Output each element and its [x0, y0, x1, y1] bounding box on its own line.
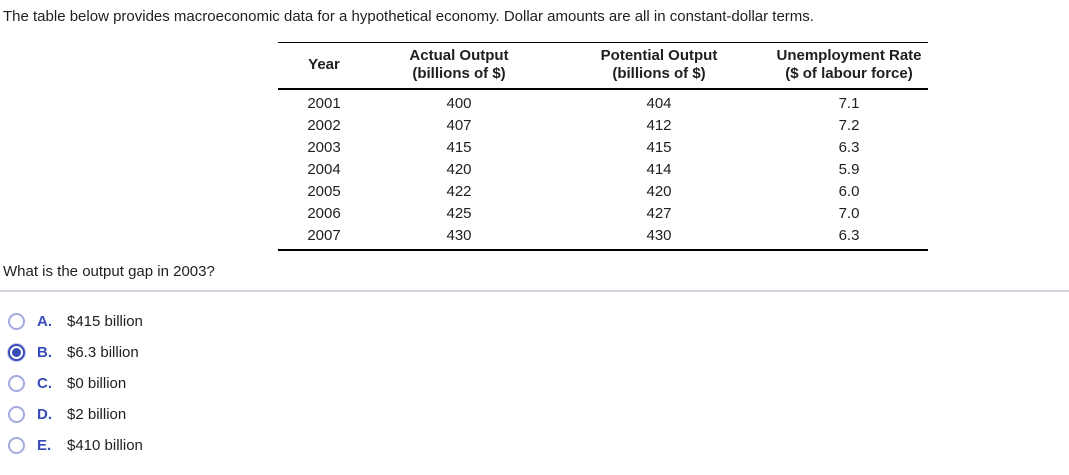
radio-button-selected-icon[interactable]: [8, 344, 25, 361]
option-letter: B.: [37, 344, 52, 361]
option-letter: E.: [37, 437, 52, 454]
option-text: $410 billion: [67, 437, 143, 454]
table-row: 2005 422 420 6.0: [307, 183, 860, 200]
option-letter: D.: [37, 406, 52, 423]
option-a[interactable]: A. $415 billion: [8, 311, 143, 332]
answer-options: A. $415 billion B. $6.3 billion C. $0 bi…: [8, 311, 143, 466]
question-intro-text: The table below provides macroeconomic d…: [3, 8, 814, 25]
option-b[interactable]: B. $6.3 billion: [8, 342, 143, 363]
option-letter: C.: [37, 375, 52, 392]
header-year: Year: [308, 56, 340, 73]
option-letter: A.: [37, 313, 52, 330]
question-text: What is the output gap in 2003?: [3, 263, 215, 280]
option-c[interactable]: C. $0 billion: [8, 373, 143, 394]
radio-button-icon[interactable]: [8, 406, 25, 423]
table-row: 2004 420 414 5.9: [307, 161, 860, 178]
table-row: 2003 415 415 6.3: [307, 139, 860, 156]
option-text: $2 billion: [67, 406, 127, 423]
option-e[interactable]: E. $410 billion: [8, 435, 143, 456]
header-actual-output: Actual Output (billions of $): [409, 47, 509, 82]
option-text: $6.3 billion: [67, 344, 139, 361]
radio-button-icon[interactable]: [8, 313, 25, 330]
option-text: $0 billion: [67, 375, 127, 392]
header-unemployment-rate: Unemployment Rate ($ of labour force): [776, 47, 922, 82]
table-row: 2007 430 430 6.3: [307, 227, 860, 244]
table-row: 2002 407 412 7.2: [307, 117, 860, 134]
radio-button-icon[interactable]: [8, 375, 25, 392]
table-row: 2001 400 404 7.1: [307, 95, 860, 112]
radio-button-icon[interactable]: [8, 437, 25, 454]
option-text: $415 billion: [67, 313, 143, 330]
section-divider: [0, 290, 1069, 292]
table-header-row: Year Actual Output (billions of $) Poten…: [278, 43, 928, 90]
table-row: 2006 425 427 7.0: [307, 205, 860, 222]
macro-data-table: Year Actual Output (billions of $) Poten…: [278, 42, 928, 251]
option-d[interactable]: D. $2 billion: [8, 404, 143, 425]
header-potential-output: Potential Output (billions of $): [600, 47, 718, 82]
